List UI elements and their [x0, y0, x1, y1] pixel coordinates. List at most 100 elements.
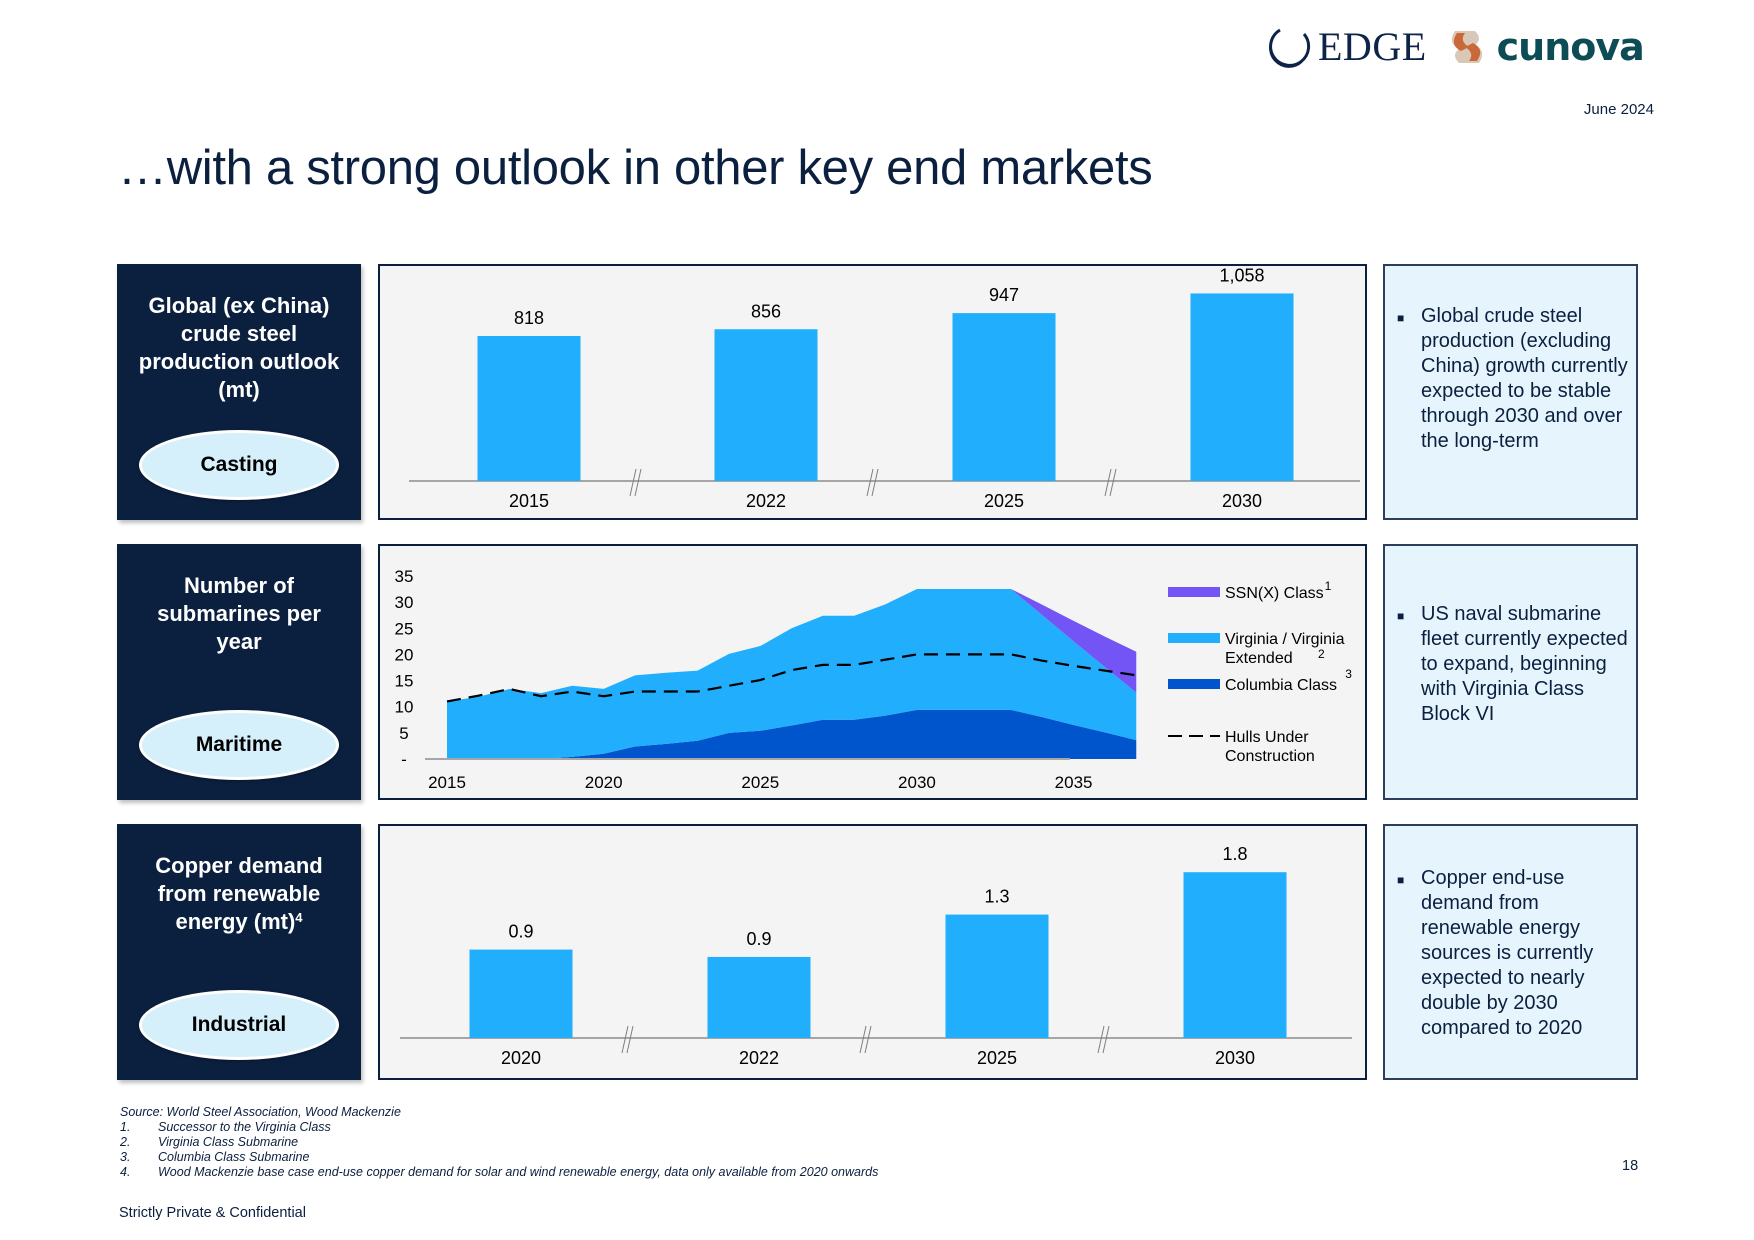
bar-2022 — [707, 956, 811, 1038]
axis-break-stroke — [1097, 1025, 1105, 1054]
segment-pill-maritime[interactable]: Maritime — [139, 710, 339, 780]
cunova-logo-text: cunova — [1496, 25, 1645, 69]
footnote-number: 3. — [120, 1150, 131, 1164]
edge-logo-text: EDGE — [1318, 24, 1427, 69]
segment-pill-casting[interactable]: Casting — [139, 430, 339, 500]
legend-footnote-ref: 2 — [1318, 647, 1325, 661]
row-copper: Copper demand from renewable energy (mt)… — [117, 824, 1638, 1080]
legend-hulls: Hulls Under Construction — [1168, 729, 1315, 765]
footnote-text: Columbia Class Submarine — [158, 1150, 310, 1164]
y-tick-label-0: - — [401, 750, 407, 769]
data-label-2030: 1,058 — [1219, 266, 1264, 285]
legend-swatch — [1168, 633, 1220, 643]
info-bullet: ■ US naval submarine fleet currently exp… — [1397, 602, 1630, 727]
info-text: Global crude steel production (excluding… — [1421, 305, 1628, 452]
y-tick-label-20: 20 — [395, 645, 414, 664]
legend-label: Construction — [1225, 748, 1315, 765]
legend-ssnx: SSN(X) Class 1 — [1168, 579, 1332, 602]
data-label-2025: 1.3 — [984, 887, 1009, 907]
x-tick-label-2025: 2025 — [977, 1048, 1017, 1068]
copper-chart: 0.9 2020 0.9 2022 1.3 2025 1.8 2030 — [378, 824, 1367, 1080]
cunova-interlock-icon — [1451, 31, 1482, 63]
row-label-text: Copper demand from renewable energy (mt) — [155, 853, 323, 934]
x-tick-label-2035: 2035 — [1055, 773, 1093, 792]
chart-legend: SSN(X) Class 1 Virginia / Virginia Extended… — [1168, 579, 1352, 765]
x-tick-label-2020: 2020 — [585, 773, 623, 792]
x-tick-label-2030: 2030 — [1215, 1048, 1255, 1068]
data-label-2030: 1.8 — [1222, 844, 1247, 864]
axis-break-stroke — [629, 468, 637, 497]
bar-2022 — [714, 329, 818, 481]
virginia-class-area — [447, 589, 1137, 759]
axis-break-mark — [629, 468, 642, 497]
bar-2025 — [952, 313, 1056, 481]
data-label-2020: 0.9 — [508, 922, 533, 942]
bar-2015 — [477, 335, 581, 481]
footnote-number: 4. — [120, 1165, 131, 1179]
row-label-text: Number of submarines per year — [157, 573, 321, 654]
row-label: Number of submarines per year — [147, 572, 331, 656]
footnote-1: 1. Successor to the Virginia Class — [120, 1120, 878, 1135]
x-tick-label-2022: 2022 — [746, 491, 786, 511]
logo-bar: EDGE cunova — [1266, 22, 1645, 72]
row-label-box: Number of submarines per year Maritime — [117, 544, 361, 800]
x-tick-label-2025: 2025 — [984, 491, 1024, 511]
axis-break-stroke — [1102, 1025, 1110, 1054]
legend-label: Columbia Class — [1225, 677, 1337, 694]
bullet-icon: ■ — [1397, 873, 1405, 887]
segment-pill-industrial[interactable]: Industrial — [139, 990, 339, 1060]
copper-bar-chart-svg: 0.9 2020 0.9 2022 1.3 2025 1.8 2030 — [400, 844, 1352, 1068]
footnote-number: 1. — [120, 1120, 131, 1134]
axis-break-stroke — [1109, 468, 1117, 497]
row-label-text: Global (ex China) crude steel production… — [138, 293, 340, 402]
bar-2025 — [945, 914, 1049, 1038]
axis-break-stroke — [1104, 468, 1112, 497]
footnote-3: 3. Columbia Class Submarine — [120, 1150, 878, 1165]
footnote-4: 4. Wood Mackenzie base case end-use coppe… — [120, 1165, 878, 1180]
footnote-number: 2. — [120, 1135, 131, 1149]
axis-break-mark — [1104, 468, 1117, 497]
footnotes: Source: World Steel Association, Wood Ma… — [120, 1105, 878, 1180]
page-number: 18 — [1622, 1158, 1639, 1174]
axis-break-stroke — [871, 468, 879, 497]
x-tick-label-2020: 2020 — [501, 1048, 541, 1068]
data-label-2022: 856 — [751, 301, 781, 321]
row-label-box: Global (ex China) crude steel production… — [117, 264, 361, 520]
data-label-2022: 0.9 — [746, 929, 771, 949]
row-label: Global (ex China) crude steel production… — [125, 292, 353, 404]
y-tick-label-30: 30 — [395, 593, 414, 612]
bar-2030 — [1190, 293, 1294, 481]
legend-swatch — [1168, 587, 1220, 597]
bar-2020 — [469, 949, 573, 1038]
y-tick-label-35: 35 — [395, 567, 414, 586]
footnote-ref: 4 — [295, 910, 303, 925]
axis-break-mark — [866, 468, 879, 497]
x-tick-label-2030: 2030 — [1222, 491, 1262, 511]
footnote-text: Virginia Class Submarine — [158, 1135, 299, 1149]
legend-label: SSN(X) Class — [1225, 585, 1324, 602]
legend-footnote-ref: 3 — [1345, 667, 1352, 681]
legend-virginia: Virginia / Virginia Extended 2 — [1168, 631, 1345, 667]
y-tick-label-15: 15 — [395, 672, 414, 691]
row-submarines: Number of submarines per year Maritime -… — [117, 544, 1638, 800]
bullet-icon: ■ — [1397, 311, 1405, 325]
axis-break-stroke — [626, 1025, 634, 1054]
legend-swatch — [1168, 679, 1220, 689]
info-box: ■ US naval submarine fleet currently exp… — [1383, 544, 1638, 800]
footnote-text: Successor to the Virginia Class — [158, 1120, 331, 1134]
row-steel: Global (ex China) crude steel production… — [117, 264, 1638, 520]
report-date: June 2024 — [1583, 101, 1654, 118]
steel-bar-chart-svg: 818 2015 856 2022 947 2025 1,058 2030 — [409, 266, 1360, 511]
row-label-box: Copper demand from renewable energy (mt)… — [117, 824, 361, 1080]
axis-break-stroke — [621, 1025, 629, 1054]
bullet-icon: ■ — [1397, 609, 1405, 623]
y-tick-label-5: 5 — [399, 724, 408, 743]
submarine-chart: -5 10 15 20 25 30 35 2015 2020 2025 2030 2035 SSN(X)… — [378, 544, 1367, 800]
axis-break-mark — [859, 1025, 872, 1054]
confidentiality-notice: Strictly Private & Confidential — [119, 1205, 306, 1221]
x-tick-label-2022: 2022 — [739, 1048, 779, 1068]
x-tick-label-2015: 2015 — [428, 773, 466, 792]
bar-2030 — [1183, 872, 1287, 1038]
info-box: ■ Copper end-use demand from renewable e… — [1383, 824, 1638, 1080]
info-bullet: ■ Global crude steel production (excludi… — [1397, 304, 1630, 454]
